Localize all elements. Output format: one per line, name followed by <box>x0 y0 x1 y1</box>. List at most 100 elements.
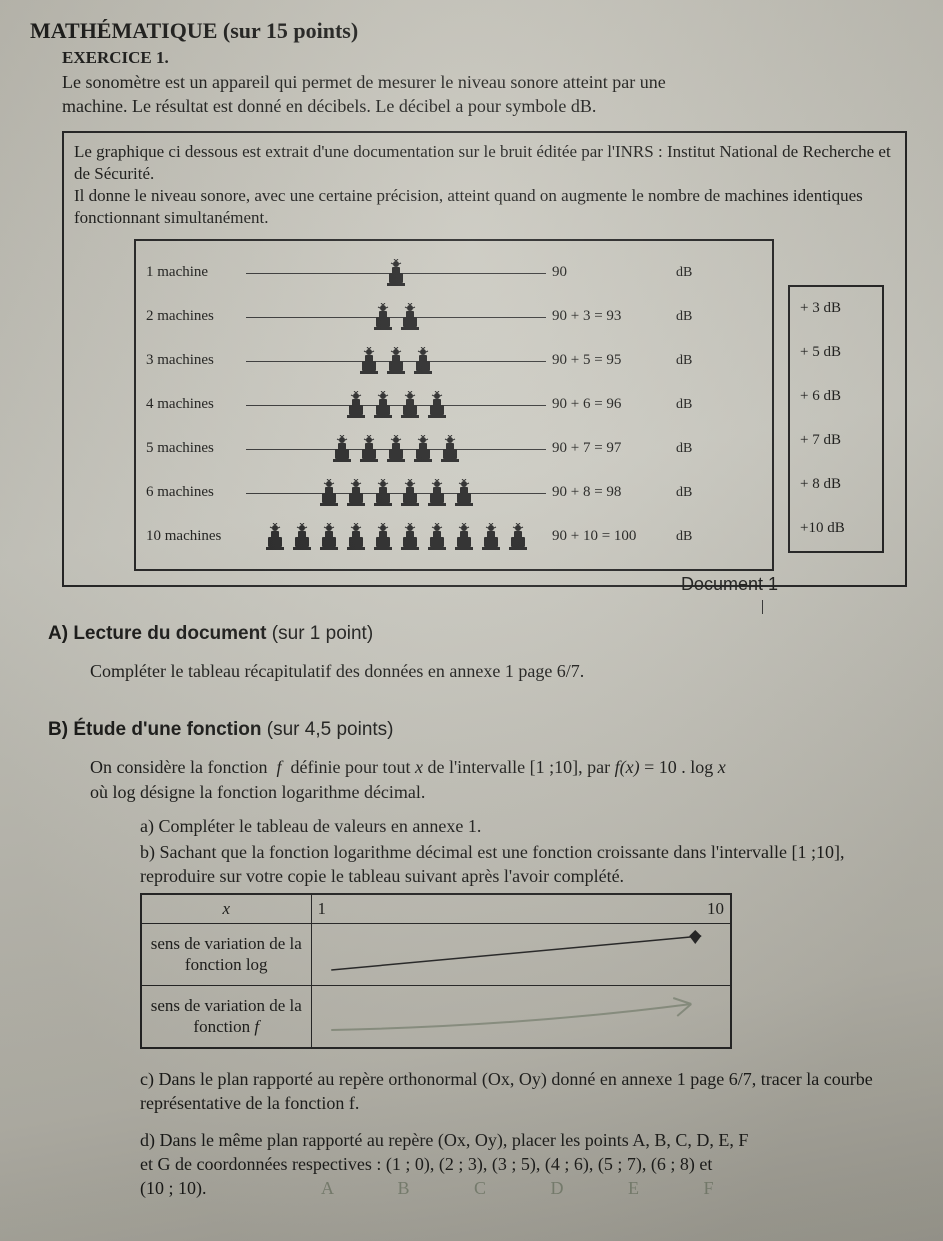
machine-count-label: 4 machines <box>146 396 246 413</box>
machine-icon <box>370 523 396 551</box>
machine-icon <box>424 479 450 507</box>
sub-b: b) Sachant que la fonction logarithme dé… <box>140 840 915 889</box>
machine-icon <box>370 391 396 419</box>
machine-count-label: 3 machines <box>146 352 246 369</box>
table-row: 1 machine 90dB <box>146 251 762 295</box>
delta-value: + 7 dB <box>790 419 882 463</box>
machine-db-value: 90 + 3 = 93 <box>546 308 676 325</box>
title-main: MATHÉMATIQUE (sur 15 points) <box>30 18 915 44</box>
machine-icon <box>424 391 450 419</box>
machine-icon <box>316 479 342 507</box>
db-unit: dB <box>676 265 706 281</box>
table-row: 4 machines90 + 6 = 96dB <box>146 383 762 427</box>
db-unit: dB <box>676 529 706 545</box>
section-b-heading: B) Étude d'une fonction <box>48 719 262 740</box>
vt-row2-cell <box>311 986 731 1049</box>
vt-row2-label: sens de variation de la fonction f <box>141 986 311 1049</box>
delta-value: + 6 dB <box>790 375 882 419</box>
intro-text: Le sonomètre est un appareil qui permet … <box>62 70 915 119</box>
machine-icon <box>262 523 288 551</box>
intro-line2: machine. Le résultat est donné en décibe… <box>62 96 596 116</box>
machine-icon <box>370 479 396 507</box>
delta-box: + 3 dB+ 5 dB+ 6 dB+ 7 dB+ 8 dB+10 dB <box>788 285 884 553</box>
machine-icons-wrap <box>246 345 546 377</box>
machine-icon <box>451 479 477 507</box>
machine-icon <box>316 523 342 551</box>
machine-icon <box>410 347 436 375</box>
machine-icon <box>424 523 450 551</box>
machine-icon <box>289 523 315 551</box>
machine-icon <box>397 479 423 507</box>
delta-value: +10 dB <box>790 507 882 551</box>
machine-db-value: 90 + 7 = 97 <box>546 440 676 457</box>
section-b-body: On considère la fonction f définie pour … <box>90 755 915 804</box>
machine-count-label: 2 machines <box>146 308 246 325</box>
machine-icon <box>410 435 436 463</box>
table-row: 6 machines 90 + 8 = 98dB <box>146 471 762 515</box>
machine-count-label: 6 machines <box>146 484 246 501</box>
section-b: B) Étude d'une fonction (sur 4,5 points)… <box>48 719 915 1200</box>
machine-icon <box>383 347 409 375</box>
document-label: Document 1 <box>681 574 778 595</box>
machine-icon <box>329 435 355 463</box>
delta-value: + 5 dB <box>790 331 882 375</box>
machine-count-label: 5 machines <box>146 440 246 457</box>
machine-icon <box>343 479 369 507</box>
vt-x-range: 1 10 <box>311 894 731 924</box>
sub-c: c) Dans le plan rapporté au repère ortho… <box>140 1067 915 1116</box>
db-unit: dB <box>676 397 706 413</box>
machine-icon <box>397 391 423 419</box>
stray-mark <box>762 600 763 614</box>
table-row: 3 machines 90 + 5 = 95dB <box>146 339 762 383</box>
machine-icons-wrap <box>246 521 546 553</box>
machine-icon <box>505 523 531 551</box>
table-row: 2 machines 90 + 3 = 93dB <box>146 295 762 339</box>
machine-count-label: 10 machines <box>146 528 246 545</box>
page: MATHÉMATIQUE (sur 15 points) EXERCICE 1.… <box>0 0 943 1241</box>
machine-count-label: 1 machine <box>146 264 246 281</box>
db-unit: dB <box>676 309 706 325</box>
machine-icons-wrap <box>246 477 546 509</box>
db-unit: dB <box>676 353 706 369</box>
section-a: A) Lecture du document (sur 1 point) Com… <box>48 623 915 683</box>
vt-row1-label: sens de variation de la fonction log <box>141 924 311 986</box>
title-exercice: EXERCICE 1. <box>62 48 915 68</box>
delta-value: + 8 dB <box>790 463 882 507</box>
machine-icon <box>397 523 423 551</box>
machine-icon <box>478 523 504 551</box>
table-row: 10 machines90 + 10 = 100dB <box>146 515 762 559</box>
section-b-line2: où log désigne la fonction logarithme dé… <box>90 782 425 802</box>
vt-x-label: x <box>141 894 311 924</box>
sub-d-line3: (10 ; 10). <box>140 1178 207 1198</box>
table-row: 5 machines 90 + 7 = 97dB <box>146 427 762 471</box>
machine-icon <box>356 347 382 375</box>
machine-icon <box>343 391 369 419</box>
vt-x-right: 10 <box>707 899 724 919</box>
machine-icon <box>383 259 409 287</box>
db-unit: dB <box>676 485 706 501</box>
vt-row1-cell <box>311 924 731 986</box>
machine-icon <box>451 523 477 551</box>
section-a-points: (sur 1 point) <box>267 623 374 644</box>
machine-db-value: 90 + 8 = 98 <box>546 484 676 501</box>
machine-icon <box>356 435 382 463</box>
machine-db-value: 90 + 5 = 95 <box>546 352 676 369</box>
machine-db-value: 90 <box>546 264 676 281</box>
delta-value: + 3 dB <box>790 287 882 331</box>
machine-icon <box>383 435 409 463</box>
section-b-points: (sur 4,5 points) <box>262 719 394 740</box>
arrow-icon <box>318 928 725 976</box>
machine-icon <box>437 435 463 463</box>
section-b-line1: On considère la fonction f définie pour … <box>90 757 726 777</box>
section-a-body: Compléter le tableau récapitulatif des d… <box>90 659 915 683</box>
table-row: sens de variation de la fonction f <box>141 986 731 1049</box>
section-a-heading: A) Lecture du document <box>48 623 267 644</box>
vt-x-left: 1 <box>318 899 327 919</box>
db-unit: dB <box>676 441 706 457</box>
machine-icons-wrap <box>246 301 546 333</box>
machine-icon <box>397 303 423 331</box>
sub-d: d) Dans le même plan rapporté au repère … <box>140 1128 915 1201</box>
sub-a: a) Compléter le tableau de valeurs en an… <box>140 814 915 838</box>
document-box: Le graphique ci dessous est extrait d'un… <box>62 131 907 587</box>
pencil-arrow-icon <box>318 990 725 1038</box>
